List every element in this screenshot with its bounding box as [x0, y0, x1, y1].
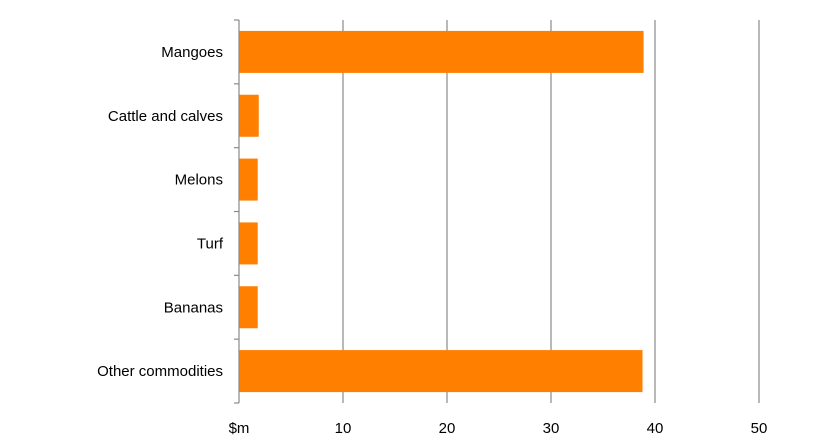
- x-tick-label: 10: [335, 420, 352, 437]
- category-label: Mangoes: [161, 44, 223, 61]
- bar: [239, 350, 643, 393]
- labels: Mangoes Cattle and calves Melons Turf Banana…: [97, 44, 767, 437]
- category-label: Melons: [175, 172, 223, 189]
- category-label: Bananas: [164, 299, 223, 316]
- gridlines: [342, 20, 760, 403]
- category-label: Other commodities: [97, 363, 223, 380]
- bar: [239, 94, 259, 137]
- bar: [239, 30, 644, 73]
- bar: [239, 222, 258, 265]
- bars: [239, 30, 644, 393]
- category-label: Turf: [197, 235, 224, 252]
- x-tick-label: 20: [439, 420, 456, 437]
- bar: [239, 158, 258, 201]
- axes: [234, 19, 240, 404]
- x-tick-label: $m: [229, 420, 250, 437]
- x-tick-label: 50: [751, 420, 768, 437]
- x-tick-label: 30: [543, 420, 560, 437]
- x-tick-label: 40: [647, 420, 664, 437]
- bar: [239, 286, 258, 329]
- category-label: Cattle and calves: [108, 108, 223, 125]
